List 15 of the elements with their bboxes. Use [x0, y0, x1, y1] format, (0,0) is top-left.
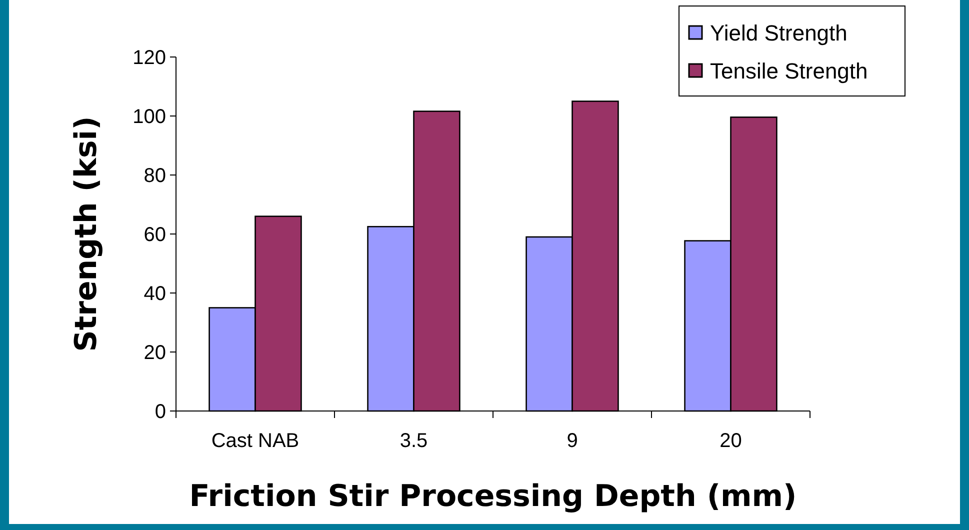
y-tick-label: 100 [132, 106, 166, 128]
y-tick-label: 120 [132, 47, 166, 69]
x-tick-label: 3.5 [400, 430, 428, 452]
y-tick-label: 0 [154, 401, 166, 423]
y-axis-title: Strength (ksi) [69, 116, 104, 352]
y-tick-label: 20 [144, 342, 166, 364]
y-tick-label: 40 [144, 283, 166, 305]
y-tick-label: 60 [144, 224, 166, 246]
legend-label: Tensile Strength [710, 58, 868, 84]
x-tick-label: Cast NAB [211, 430, 300, 452]
x-tick-label: 9 [566, 430, 578, 452]
legend-label: Yield Strength [710, 20, 848, 46]
y-tick-label: 80 [144, 165, 166, 187]
x-axis-title: Friction Stir Processing Depth (mm) [189, 479, 797, 514]
x-tick-label: 20 [720, 430, 742, 452]
